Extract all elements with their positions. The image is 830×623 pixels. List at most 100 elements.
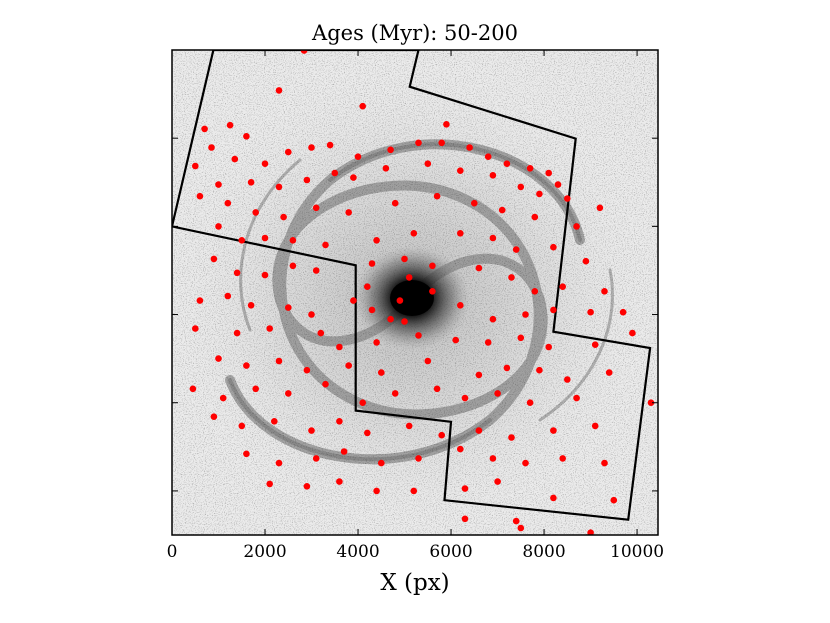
data-point-144 [415,455,422,462]
data-point-29 [350,174,357,181]
data-point-166 [429,288,436,295]
data-point-2 [359,102,367,110]
data-point-106 [345,362,353,369]
data-point-56 [410,230,418,237]
data-point-118 [322,380,329,388]
data-point-26 [275,183,283,191]
data-point-72 [531,288,539,295]
data-point-153 [373,487,380,495]
data-point-39 [224,199,232,207]
data-point-10 [285,148,292,156]
data-point-31 [424,160,432,167]
data-point-8 [231,155,239,163]
galaxy-background-image [172,50,658,535]
data-point-75 [196,297,204,304]
data-point-164 [405,274,413,281]
data-point-100 [591,341,599,349]
data-point-34 [517,183,525,191]
data-point-132 [364,429,371,437]
data-point-138 [591,422,599,430]
data-point-130 [308,427,315,434]
data-point-152 [336,478,343,485]
data-point-133 [405,422,413,430]
data-point-165 [387,315,394,323]
data-point-69 [429,262,436,270]
data-point-155 [461,485,469,492]
data-point-15 [415,139,422,147]
data-point-42 [312,204,320,212]
data-point-149 [601,459,608,467]
data-point-18 [484,153,492,160]
data-point-140 [275,459,283,467]
data-point-137 [550,427,557,434]
data-point-5 [226,121,234,129]
data-point-123 [494,390,501,397]
data-point-91 [266,325,274,332]
x-tick-label-2: 4000 [336,542,379,562]
data-point-12 [326,141,334,149]
data-point-148 [559,455,566,462]
data-point-7 [208,144,215,151]
x-axis-label: X (px) [380,570,449,596]
data-point-139 [243,450,250,458]
data-point-151 [303,483,311,490]
data-point-68 [401,255,408,263]
data-point-135 [475,427,483,434]
data-point-134 [438,431,446,439]
data-point-64 [261,271,269,279]
data-point-107 [378,369,385,376]
data-point-79 [308,311,315,318]
data-point-52 [261,234,269,242]
data-point-125 [573,394,580,402]
data-point-20 [526,165,534,172]
data-point-35 [536,190,543,198]
data-point-24 [215,181,222,188]
data-point-40 [252,209,259,216]
data-point-3 [443,121,450,128]
x-tick-label-0: 0 [167,542,178,562]
data-point-82 [401,318,408,325]
data-point-81 [368,306,376,314]
data-point-78 [285,304,292,311]
data-point-158 [610,496,618,504]
data-point-11 [308,144,315,151]
data-point-92 [317,329,325,337]
data-point-163 [396,297,404,304]
data-point-38 [196,192,204,200]
data-point-25 [247,179,255,186]
x-tick-label-5: 10000 [610,542,664,562]
points-layer [189,50,655,535]
x-tick-label-3: 6000 [429,542,472,562]
data-point-115 [219,394,227,402]
data-point-57 [457,230,464,237]
data-point-120 [391,390,399,397]
data-point-16 [438,139,446,147]
data-point-89 [192,325,199,332]
data-point-17 [466,144,473,151]
data-point-59 [512,246,520,253]
data-point-101 [629,329,636,337]
data-point-48 [531,213,539,221]
data-point-126 [647,399,655,407]
data-point-43 [345,209,353,216]
x-tick-label-4: 8000 [522,542,565,562]
data-point-47 [498,206,506,214]
data-point-84 [489,315,497,323]
chart-title: Ages (Myr): 50-200 [311,21,518,45]
data-point-13 [354,153,362,160]
data-point-95 [415,332,422,339]
data-point-127 [210,413,218,421]
data-point-23 [192,162,199,170]
data-point-50 [215,223,222,230]
data-point-58 [489,234,497,242]
data-point-114 [189,385,197,393]
data-point-88 [619,308,627,316]
data-point-63 [233,269,241,277]
data-point-96 [452,336,460,344]
data-point-146 [489,455,497,462]
data-point-28 [331,169,339,177]
data-point-19 [503,160,511,167]
data-point-55 [373,237,380,244]
plot-area [172,50,658,535]
data-point-36 [564,195,571,202]
